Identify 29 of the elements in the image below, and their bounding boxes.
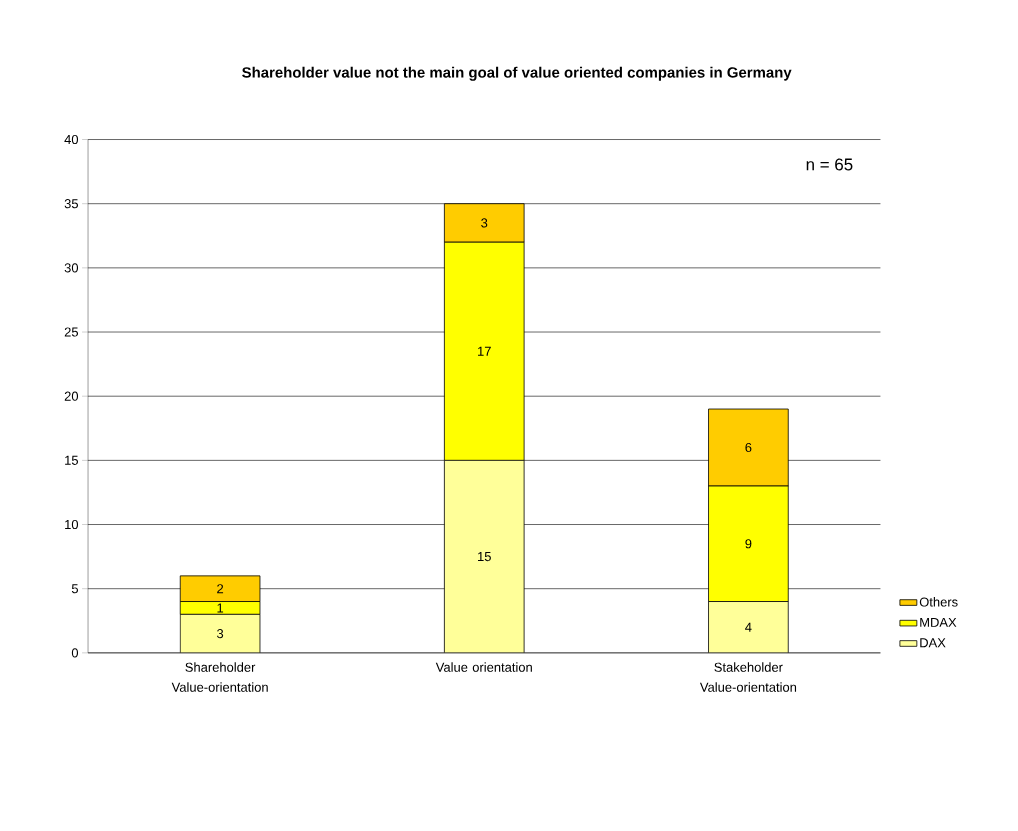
data-label: 3 bbox=[481, 218, 488, 228]
legend-label: DAX bbox=[920, 638, 946, 648]
annotation: n = 65 bbox=[806, 158, 853, 171]
legend-label: Others bbox=[919, 596, 958, 607]
y-tick-label: 15 bbox=[65, 455, 78, 465]
chart-title: Shareholder value not the main goal of value oriented companies in Germany bbox=[242, 66, 792, 81]
y-tick-label: 40 bbox=[64, 134, 79, 144]
y-tick-label: 30 bbox=[64, 263, 79, 273]
y-tick-label: 25 bbox=[64, 327, 78, 337]
data-label: 1 bbox=[217, 603, 224, 613]
data-label: 15 bbox=[478, 551, 491, 561]
y-tick-label: 10 bbox=[65, 519, 79, 529]
x-tick-label: Shareholder Value-orientation bbox=[171, 662, 268, 692]
legend-label: MDAX bbox=[920, 617, 957, 627]
y-tick-label: 5 bbox=[71, 584, 79, 594]
x-tick-label: Value orientation bbox=[435, 662, 532, 672]
y-tick-label: 20 bbox=[64, 391, 79, 401]
data-label: 6 bbox=[745, 442, 752, 452]
data-label: 4 bbox=[745, 622, 752, 632]
data-label: 9 bbox=[745, 539, 752, 549]
data-label: 17 bbox=[478, 346, 491, 356]
y-tick-label: 35 bbox=[64, 198, 78, 209]
y-tick-label: 0 bbox=[71, 648, 79, 658]
bar bbox=[443, 459, 525, 653]
bar bbox=[179, 613, 261, 653]
data-label: 2 bbox=[217, 584, 224, 594]
data-label: 3 bbox=[217, 628, 224, 639]
x-tick-label: Stakeholder Value-orientation bbox=[699, 662, 797, 692]
bar bbox=[708, 600, 789, 653]
